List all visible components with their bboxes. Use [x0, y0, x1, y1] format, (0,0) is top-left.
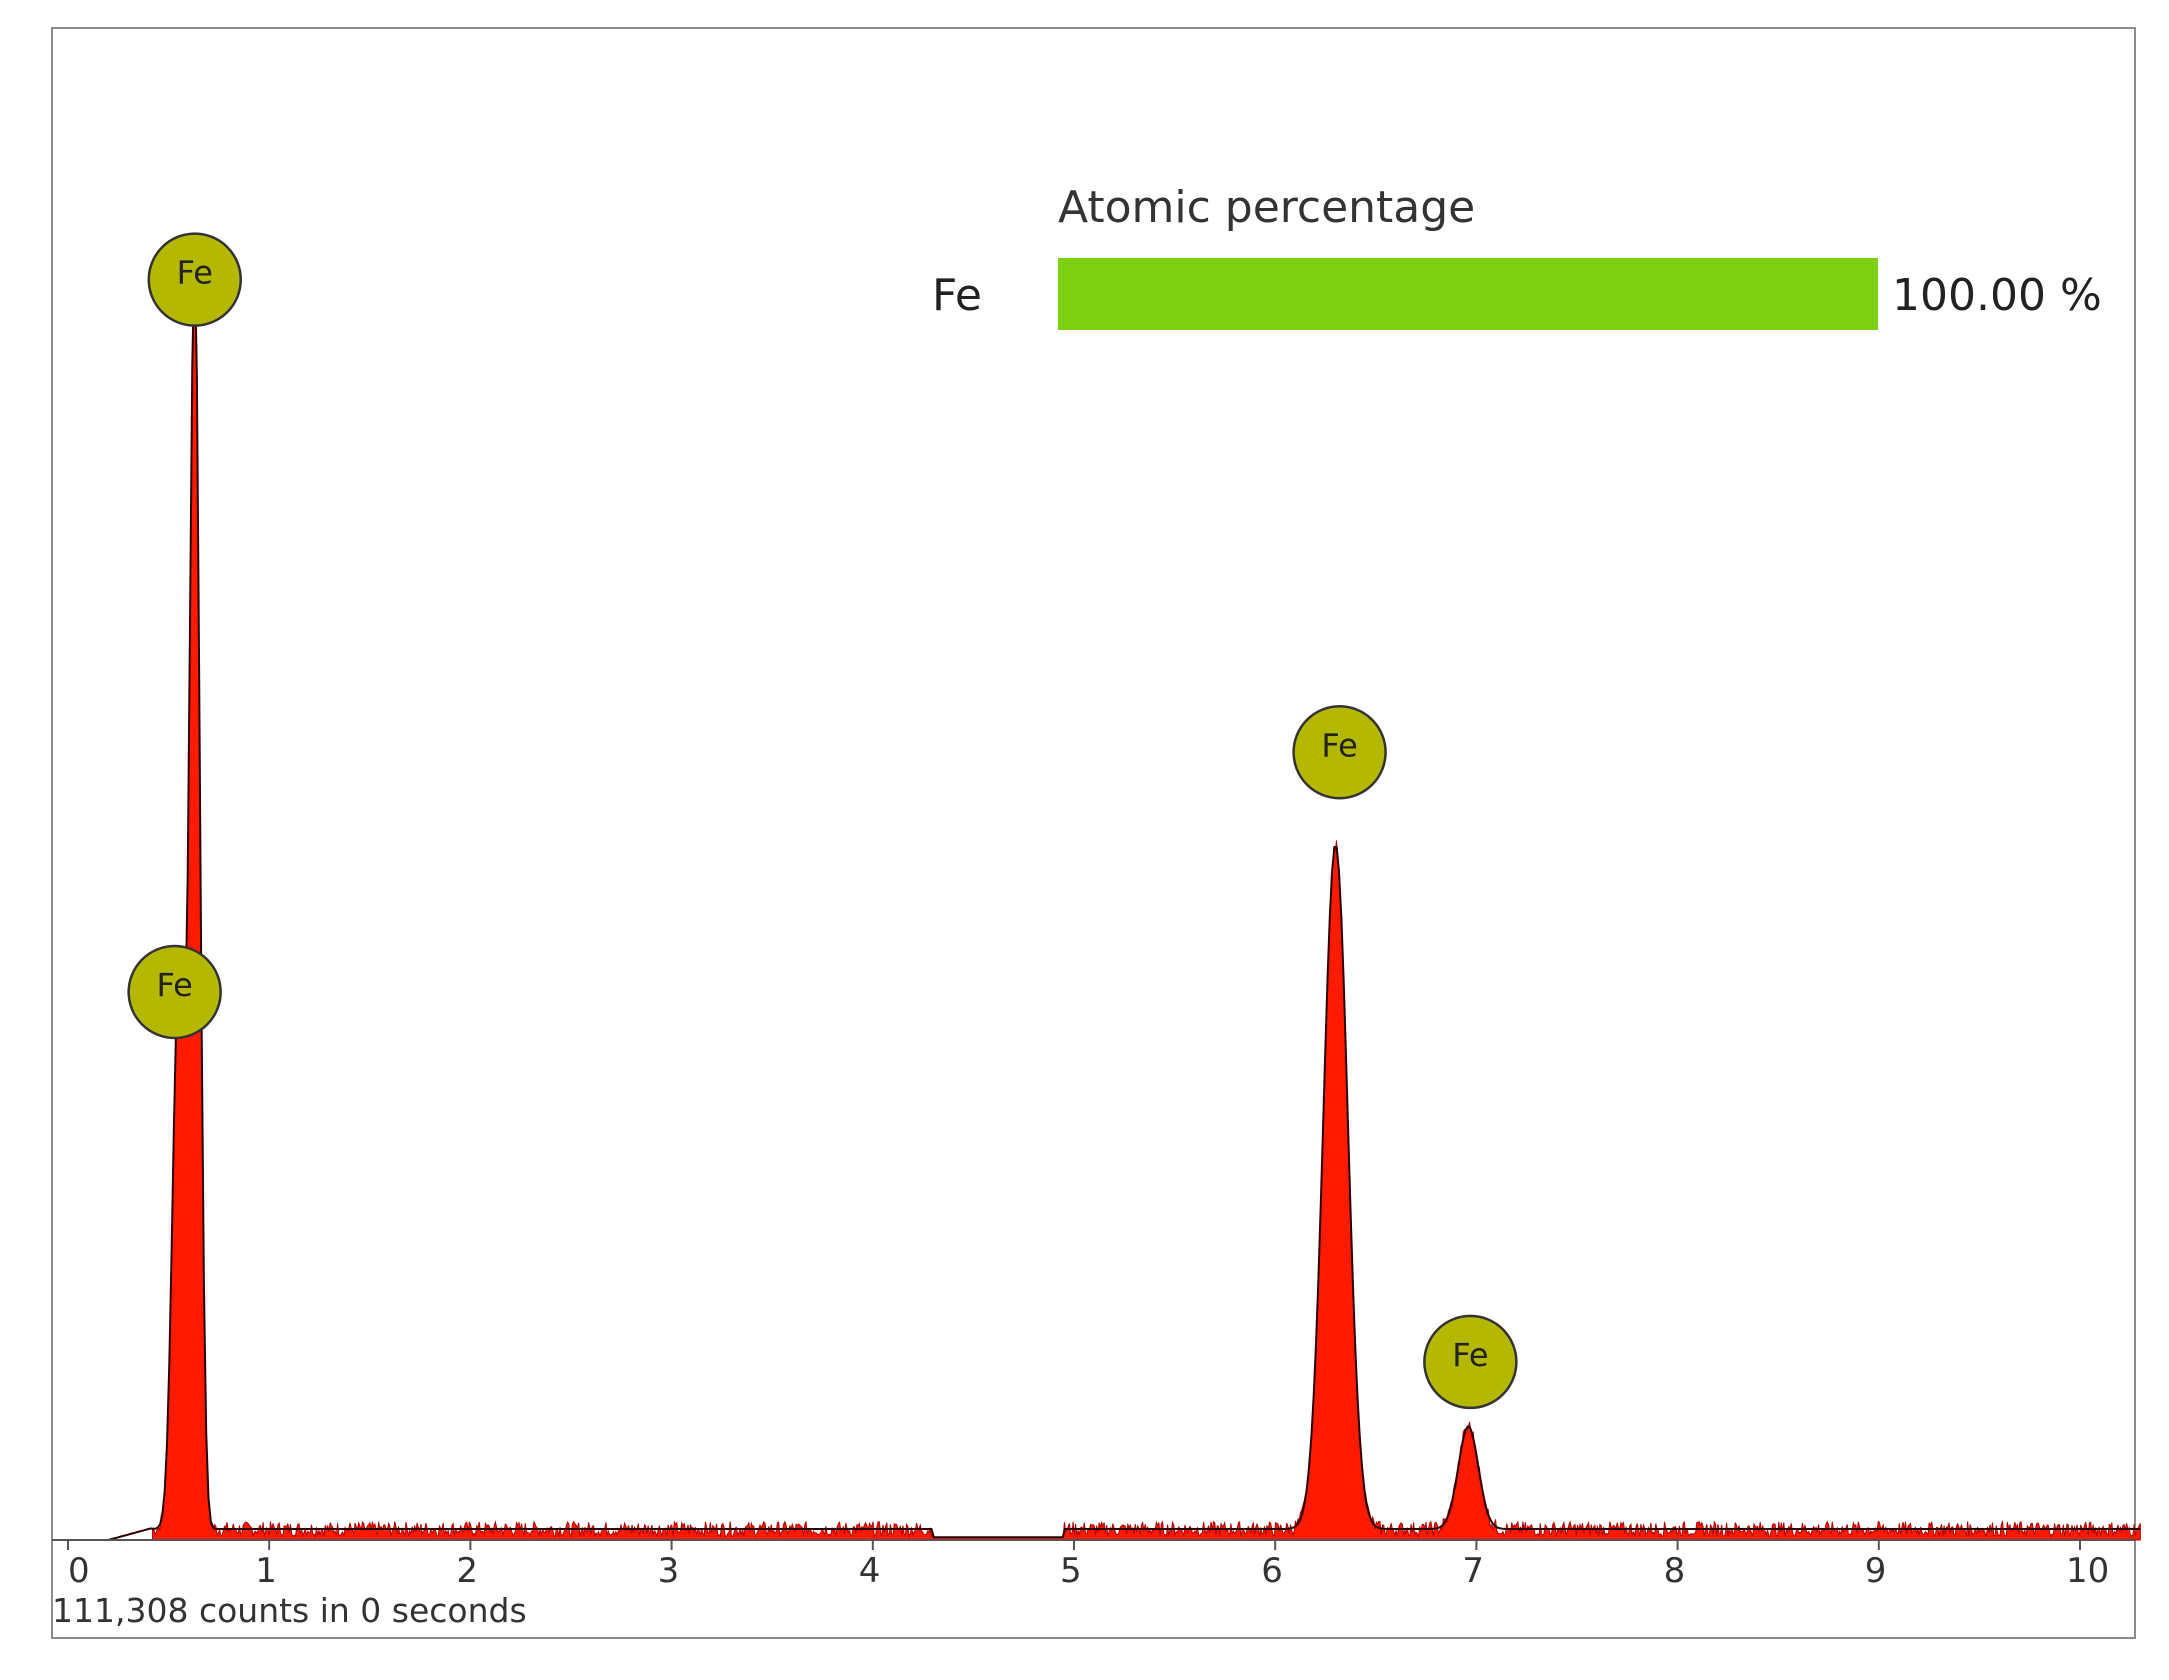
- spectrum-fit-line: [68, 252, 2141, 1541]
- composition-element-label: Fe: [932, 270, 982, 321]
- peak-marker-circle: [147, 232, 243, 327]
- peak-marker-label: Fe: [1452, 1336, 1488, 1374]
- x-tick-label: 3: [658, 1551, 680, 1591]
- x-tick-label: 4: [859, 1551, 881, 1591]
- peak-marker-circle: [1292, 705, 1387, 800]
- peak-marker: Fe: [1292, 705, 1387, 800]
- x-tick-label: 6: [1261, 1551, 1283, 1591]
- peak-marker-label: Fe: [1321, 726, 1357, 764]
- composition-bar: [1058, 258, 1878, 330]
- peak-marker-label: Fe: [177, 254, 213, 292]
- x-tick-label: 0: [68, 1551, 90, 1591]
- peak-markers: Fe Fe Fe Fe: [127, 232, 1518, 1410]
- x-tick-label: 10: [2066, 1551, 2109, 1591]
- x-tick-label: 1: [255, 1551, 277, 1591]
- peak-marker-circle: [1423, 1314, 1518, 1410]
- composition-panel: Atomic percentage Fe 100.00 %: [932, 182, 2102, 330]
- peak-marker-label: Fe: [156, 966, 192, 1004]
- x-axis-ticks: 0 1 2 3 4 5 6 7 8 9 10: [67, 1540, 2109, 1591]
- composition-value-label: 100.00 %: [1892, 270, 2102, 321]
- spectrum-layer: [68, 252, 2141, 1541]
- composition-heading: Atomic percentage: [1058, 182, 1475, 233]
- counts-footer: 111,308 counts in 0 seconds: [52, 1591, 527, 1630]
- x-tick-label: 9: [1865, 1551, 1887, 1591]
- x-tick-label: 2: [456, 1551, 478, 1591]
- x-tick-label: 7: [1462, 1551, 1484, 1591]
- x-tick-label: 5: [1060, 1551, 1082, 1591]
- peak-marker-circle: [127, 944, 222, 1040]
- peak-marker: Fe: [147, 232, 243, 327]
- x-tick-label: 8: [1664, 1551, 1686, 1591]
- peak-marker: Fe: [1423, 1314, 1518, 1410]
- peak-marker: Fe: [127, 944, 222, 1040]
